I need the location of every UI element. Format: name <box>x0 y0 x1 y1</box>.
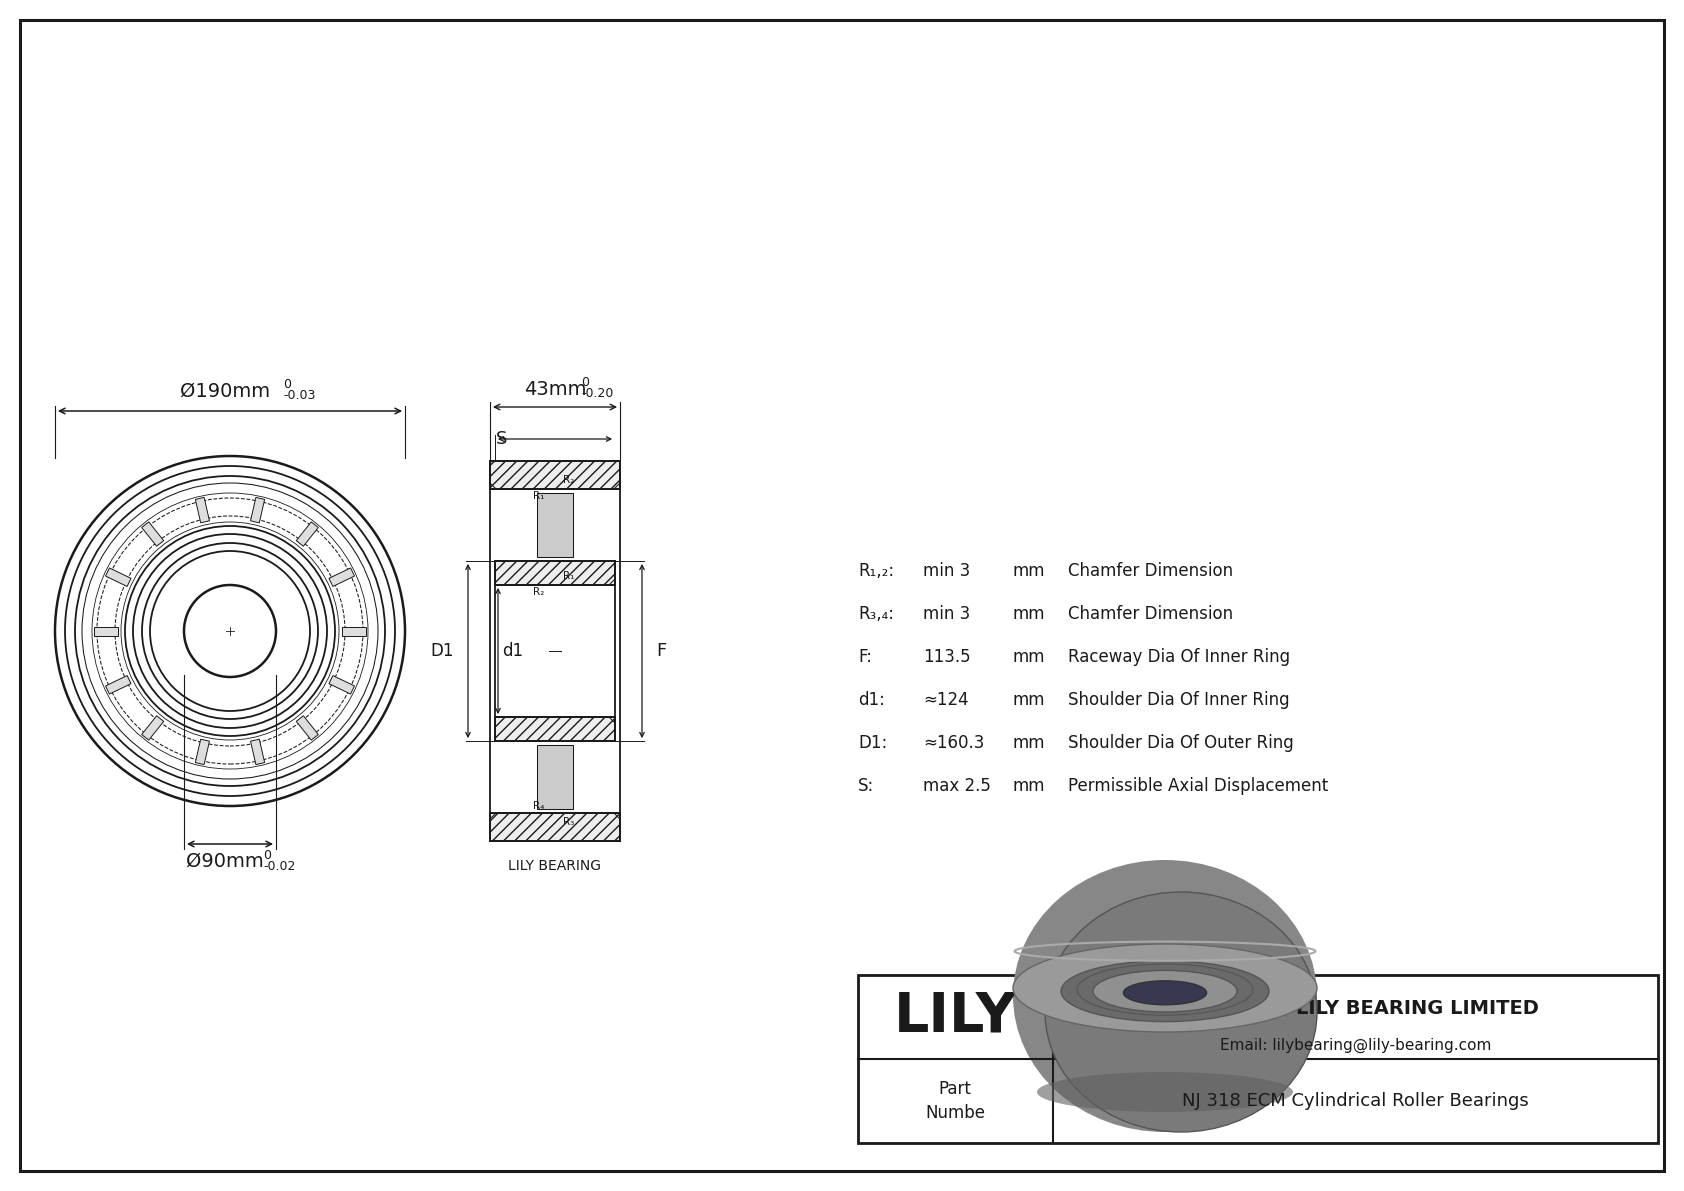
Text: SHANGHAI LILY BEARING LIMITED: SHANGHAI LILY BEARING LIMITED <box>1172 999 1539 1018</box>
Bar <box>490 813 620 841</box>
Ellipse shape <box>1046 892 1317 1131</box>
Text: Part
Numbe: Part Numbe <box>925 1079 985 1122</box>
Bar <box>141 716 163 740</box>
Ellipse shape <box>1123 981 1207 1005</box>
Text: R₁: R₁ <box>562 570 574 581</box>
Bar <box>195 740 209 765</box>
Bar <box>106 675 131 694</box>
Text: R₃,₄:: R₃,₄: <box>859 605 894 623</box>
Ellipse shape <box>1093 971 1238 1012</box>
Text: 0: 0 <box>581 376 589 389</box>
Text: d1:: d1: <box>859 691 884 709</box>
Text: 0: 0 <box>263 849 271 862</box>
Text: F: F <box>657 642 667 660</box>
Bar <box>251 498 264 523</box>
Text: R₂: R₂ <box>534 587 544 597</box>
Bar <box>106 568 131 586</box>
Bar <box>859 975 1659 1143</box>
Bar <box>537 493 573 557</box>
Bar <box>296 522 318 547</box>
Text: mm: mm <box>1014 648 1046 666</box>
Text: F:: F: <box>859 648 872 666</box>
Text: ≈124: ≈124 <box>923 691 968 709</box>
Ellipse shape <box>1061 961 1270 1022</box>
Text: max 2.5: max 2.5 <box>923 777 990 796</box>
Text: D1:: D1: <box>859 734 887 752</box>
Text: Email: lilybearing@lily-bearing.com: Email: lilybearing@lily-bearing.com <box>1219 1039 1492 1053</box>
Text: min 3: min 3 <box>923 605 970 623</box>
Text: R₁,₂:: R₁,₂: <box>859 562 894 580</box>
Text: Raceway Dia Of Inner Ring: Raceway Dia Of Inner Ring <box>1068 648 1290 666</box>
Bar <box>296 716 318 740</box>
Bar <box>328 568 355 586</box>
Text: 43mm: 43mm <box>524 380 586 399</box>
Text: d1: d1 <box>502 642 524 660</box>
Text: 113.5: 113.5 <box>923 648 970 666</box>
Text: Ø90mm: Ø90mm <box>187 852 264 871</box>
Bar <box>94 626 118 636</box>
Text: S:: S: <box>859 777 874 796</box>
Bar <box>328 675 355 694</box>
Text: R₂: R₂ <box>562 475 574 485</box>
Text: mm: mm <box>1014 734 1046 752</box>
Bar <box>195 498 209 523</box>
Text: S: S <box>495 430 507 448</box>
Text: mm: mm <box>1014 562 1046 580</box>
Bar <box>251 740 264 765</box>
Ellipse shape <box>1014 944 1317 1031</box>
Bar <box>342 626 365 636</box>
Text: Permissible Axial Displacement: Permissible Axial Displacement <box>1068 777 1329 796</box>
Text: Chamfer Dimension: Chamfer Dimension <box>1068 562 1233 580</box>
Text: D1: D1 <box>431 642 455 660</box>
Text: Shoulder Dia Of Outer Ring: Shoulder Dia Of Outer Ring <box>1068 734 1293 752</box>
Ellipse shape <box>1037 1072 1293 1112</box>
Text: LILY BEARING: LILY BEARING <box>509 859 601 873</box>
Bar <box>495 561 615 585</box>
Text: Shoulder Dia Of Inner Ring: Shoulder Dia Of Inner Ring <box>1068 691 1290 709</box>
Ellipse shape <box>1014 860 1317 1131</box>
Text: NJ 318 ECM Cylindrical Roller Bearings: NJ 318 ECM Cylindrical Roller Bearings <box>1182 1092 1529 1110</box>
Text: mm: mm <box>1014 605 1046 623</box>
Text: Chamfer Dimension: Chamfer Dimension <box>1068 605 1233 623</box>
Text: -0.20: -0.20 <box>581 387 613 400</box>
Text: ≈160.3: ≈160.3 <box>923 734 985 752</box>
Text: R₁: R₁ <box>534 491 544 501</box>
Bar <box>490 461 620 490</box>
Text: ®: ® <box>1031 989 1047 1006</box>
Text: mm: mm <box>1014 691 1046 709</box>
Bar <box>537 746 573 809</box>
Text: LILY: LILY <box>894 990 1017 1045</box>
Text: -0.03: -0.03 <box>283 389 315 403</box>
Bar <box>495 717 615 741</box>
Text: 0: 0 <box>283 378 291 391</box>
Text: Ø190mm: Ø190mm <box>180 382 269 401</box>
Text: mm: mm <box>1014 777 1046 796</box>
Text: -0.02: -0.02 <box>263 860 295 873</box>
Text: min 3: min 3 <box>923 562 970 580</box>
Text: R₄: R₄ <box>534 802 544 811</box>
Bar <box>141 522 163 547</box>
Text: R₃: R₃ <box>562 817 574 827</box>
